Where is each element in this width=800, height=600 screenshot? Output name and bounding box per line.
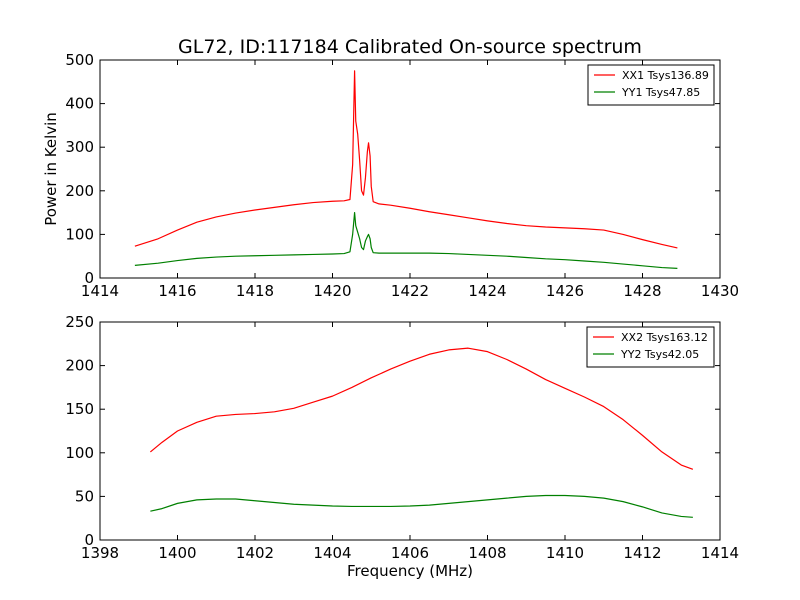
x-tick-label: 1410 bbox=[546, 544, 584, 562]
x-tick-label: 1430 bbox=[701, 282, 739, 300]
y-tick-label: 200 bbox=[65, 182, 94, 200]
y-axis-label: Power in Kelvin bbox=[42, 112, 60, 226]
x-tick-label: 1402 bbox=[236, 544, 274, 562]
legend-entry: YY1 Tsys47.85 bbox=[621, 86, 700, 99]
y-tick-label: 300 bbox=[65, 138, 94, 156]
legend-box bbox=[586, 326, 715, 368]
figure-title: GL72, ID:117184 Calibrated On-source spe… bbox=[178, 36, 642, 58]
y-tick-label: 250 bbox=[65, 313, 94, 331]
legend-entry: XX2 Tsys163.12 bbox=[621, 331, 708, 344]
y-tick-label: 0 bbox=[84, 531, 94, 549]
x-tick-label: 1414 bbox=[701, 544, 739, 562]
series-line-yy2 bbox=[150, 494, 693, 518]
series-line-yy1 bbox=[134, 212, 678, 270]
x-tick-label: 1404 bbox=[313, 544, 351, 562]
x-tick-label: 1412 bbox=[623, 544, 661, 562]
series-line-xx1 bbox=[134, 70, 678, 249]
x-tick-label: 1416 bbox=[158, 282, 196, 300]
legend-entry: YY2 Tsys42.05 bbox=[620, 348, 699, 361]
x-tick-label: 1406 bbox=[391, 544, 429, 562]
y-tick-label: 400 bbox=[65, 95, 94, 113]
top-panel: 1414 1416 1418 1420 1422 1424 1426 1428 1430 0 100… bbox=[42, 51, 739, 300]
y-tick-label: 50 bbox=[75, 487, 94, 505]
legend: XX2 Tsys163.12 YY2 Tsys42.05 bbox=[586, 326, 715, 368]
x-tick-label: 1398 bbox=[81, 544, 119, 562]
y-tick-label: 150 bbox=[65, 400, 94, 418]
x-tick-label: 1426 bbox=[546, 282, 584, 300]
y-tick-label: 200 bbox=[65, 357, 94, 375]
x-axis-label: Frequency (MHz) bbox=[347, 562, 473, 580]
series-line-xx2 bbox=[149, 347, 694, 470]
x-tick-label: 1428 bbox=[623, 282, 661, 300]
x-tick-label: 1414 bbox=[81, 282, 119, 300]
y-tick-label: 0 bbox=[84, 269, 94, 287]
x-tick-label: 1408 bbox=[468, 544, 506, 562]
x-tick-label: 1420 bbox=[313, 282, 351, 300]
x-tick-label: 1422 bbox=[391, 282, 429, 300]
y-tick-label: 100 bbox=[65, 225, 94, 243]
y-tick-label: 100 bbox=[65, 444, 94, 462]
y-tick-label: 500 bbox=[65, 51, 94, 69]
legend-box bbox=[587, 64, 715, 106]
legend-entry: XX1 Tsys136.89 bbox=[622, 69, 709, 82]
x-tick-label: 1424 bbox=[468, 282, 506, 300]
bottom-panel: 1398 1400 1402 1404 1406 1408 1410 1412 1414 0 50 1… bbox=[65, 313, 739, 580]
x-tick-label: 1400 bbox=[158, 544, 196, 562]
x-tick-label: 1418 bbox=[236, 282, 274, 300]
legend: XX1 Tsys136.89 YY1 Tsys47.85 bbox=[587, 64, 715, 106]
